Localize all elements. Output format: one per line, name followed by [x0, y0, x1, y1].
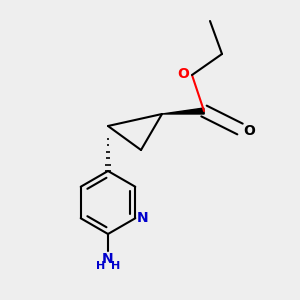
Text: N: N: [137, 211, 148, 225]
Text: O: O: [177, 67, 189, 80]
Polygon shape: [162, 108, 204, 114]
Text: H: H: [111, 261, 120, 271]
Text: O: O: [243, 124, 255, 137]
Text: H: H: [96, 261, 105, 271]
Text: N: N: [102, 252, 114, 266]
